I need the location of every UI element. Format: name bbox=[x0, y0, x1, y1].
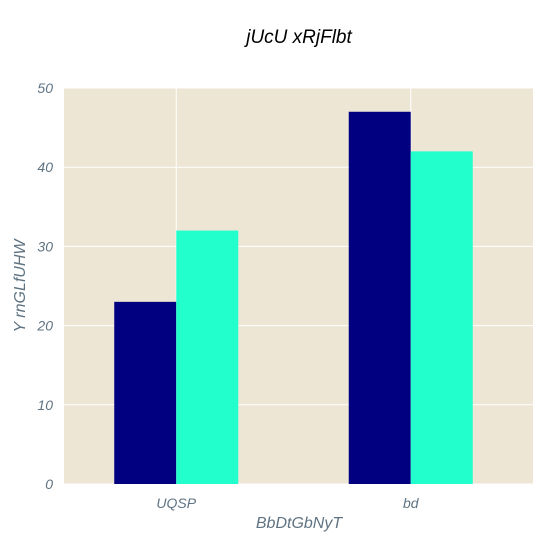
y-tick-label: 40 bbox=[37, 159, 53, 175]
bar-UQSP-series-2 bbox=[176, 230, 239, 484]
bar-bd-series-2 bbox=[410, 151, 473, 485]
x-tick-label: bd bbox=[403, 495, 420, 511]
bar-bd-series-1 bbox=[348, 111, 411, 484]
bar-UQSP-series-1 bbox=[114, 301, 177, 484]
y-tick-label: 20 bbox=[36, 318, 53, 334]
x-axis-label: BbDtGbNyT bbox=[256, 515, 343, 532]
y-axis-label: Y rnGLfUHW bbox=[12, 238, 29, 333]
y-tick-label: 10 bbox=[37, 397, 53, 413]
y-axis-ticks: 0 10 20 30 40 50 bbox=[36, 80, 53, 492]
chart-title: jUcU xRjFlbt bbox=[243, 27, 352, 48]
y-tick-label: 0 bbox=[45, 476, 53, 492]
x-tick-label: UQSP bbox=[156, 495, 196, 511]
y-tick-label: 50 bbox=[37, 80, 53, 96]
y-tick-label: 30 bbox=[37, 238, 53, 254]
x-axis-ticks: UQSP bd bbox=[156, 495, 419, 511]
bars bbox=[114, 111, 473, 485]
